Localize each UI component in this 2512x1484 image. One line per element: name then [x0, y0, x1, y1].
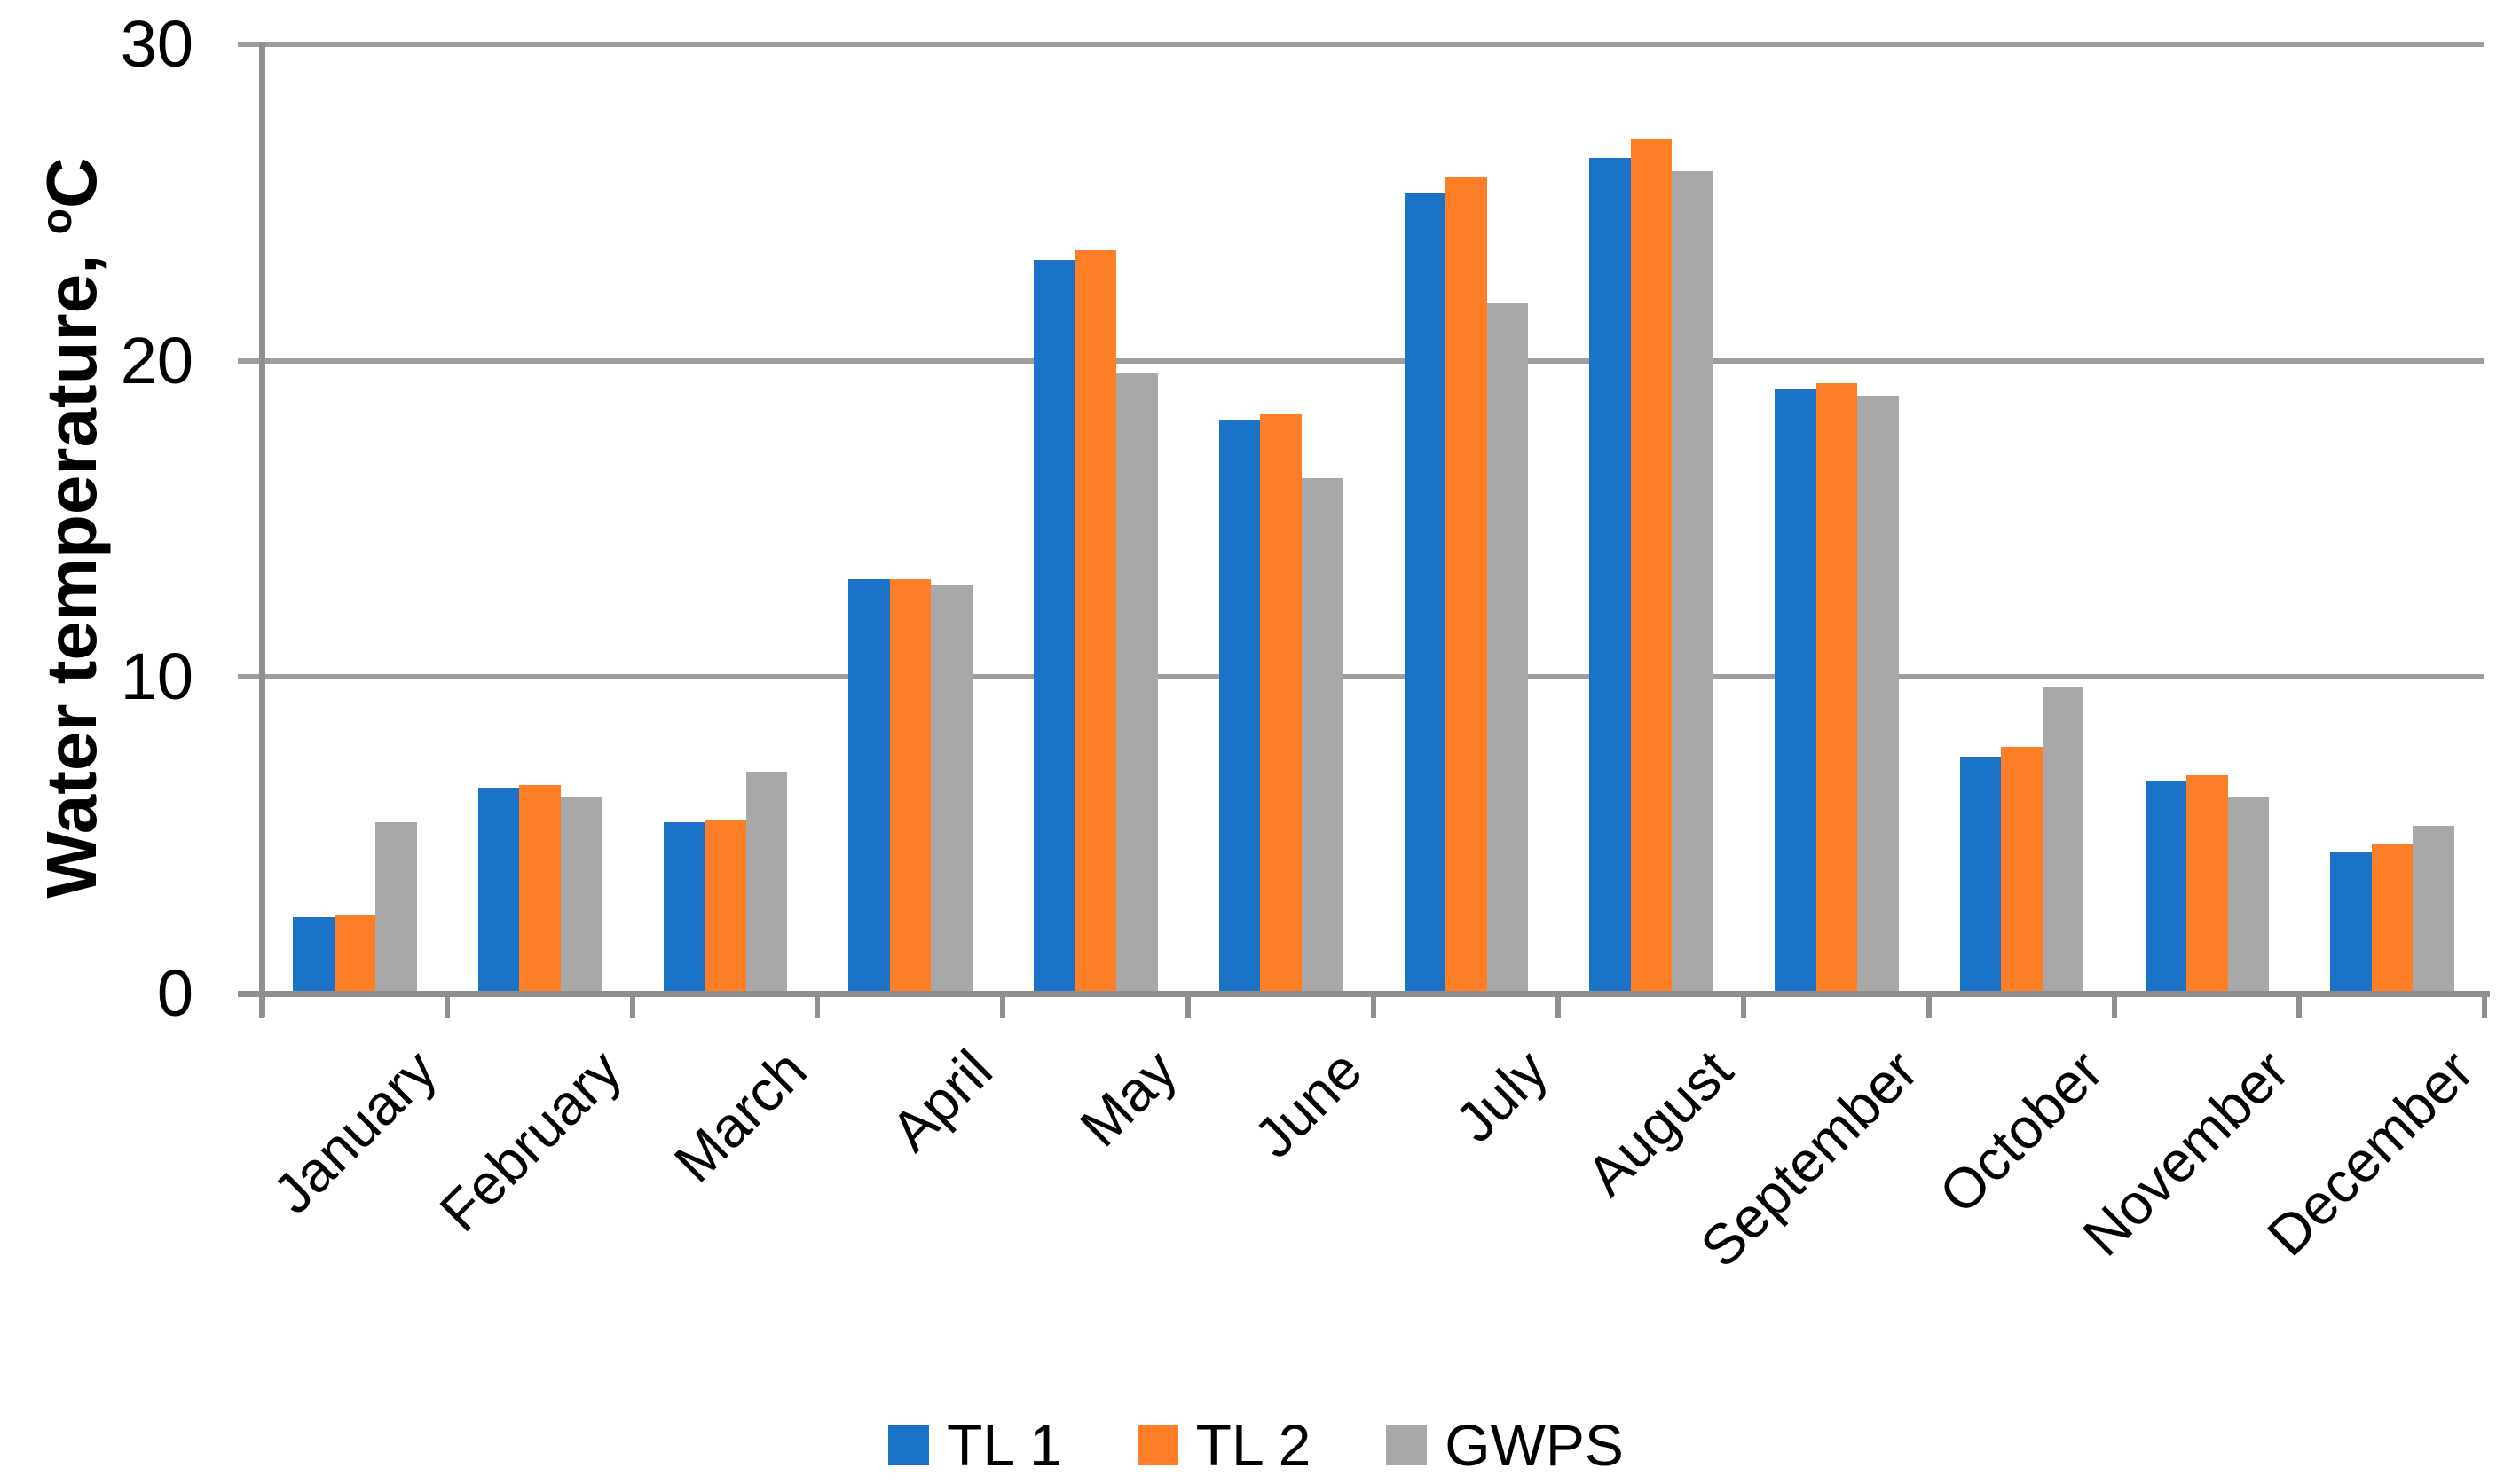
x-axis-tick	[1555, 997, 1562, 1018]
bar-tl2-december	[2371, 844, 2414, 991]
x-axis-tick	[444, 997, 450, 1018]
legend-entry-gwps: GWPS	[1386, 1414, 1624, 1476]
gridline	[238, 42, 2484, 47]
bar-gwps-november	[2227, 797, 2269, 991]
x-axis-label-july: July	[1443, 1037, 1560, 1155]
gridline	[238, 674, 2484, 680]
bar-gwps-august	[1672, 170, 1713, 991]
legend-marker-tl1	[888, 1425, 930, 1465]
x-axis-line	[238, 991, 2490, 997]
bar-tl1-december	[2330, 851, 2372, 991]
legend-marker-tl2	[1137, 1425, 1178, 1465]
bar-gwps-july	[1486, 303, 1528, 991]
x-axis-label-october: October	[1927, 1037, 2115, 1226]
bar-tl1-february	[477, 788, 520, 991]
x-axis-label-june: June	[1241, 1037, 1374, 1170]
bar-tl1-march	[663, 822, 705, 991]
y-axis-title: Water temperature, oC	[20, 53, 111, 1002]
bar-tl1-june	[1218, 420, 1261, 991]
x-axis-tick	[259, 997, 264, 1018]
legend-label: GWPS	[1445, 1412, 1624, 1478]
legend: TL 1 TL 2 GWPS	[0, 1414, 2512, 1476]
bar-gwps-october	[2042, 687, 2084, 991]
x-axis-tick	[1185, 997, 1191, 1018]
bar-tl1-september	[1775, 389, 1816, 991]
bar-tl2-august	[1630, 139, 1673, 991]
bar-tl1-january	[293, 917, 335, 991]
bar-tl2-july	[1445, 177, 1487, 991]
bar-gwps-december	[2413, 825, 2454, 991]
bar-tl2-november	[2186, 774, 2228, 991]
bar-gwps-february	[560, 797, 602, 991]
legend-entry-tl2: TL 2	[1137, 1412, 1311, 1478]
bar-tl2-october	[2001, 746, 2043, 991]
bar-tl2-march	[705, 819, 746, 991]
legend-entry-tl1: TL 1	[888, 1414, 1062, 1476]
x-axis-tick	[2296, 997, 2303, 1018]
y-tick-label: 20	[120, 323, 193, 397]
x-axis-label-february: February	[427, 1037, 634, 1244]
bar-tl2-may	[1075, 249, 1116, 991]
gridline	[238, 357, 2484, 364]
y-axis-title-unit: C	[32, 157, 111, 209]
x-axis-label-april: April	[878, 1037, 1004, 1164]
y-tick-label: 30	[120, 7, 193, 81]
legend-label: TL 1	[947, 1412, 1062, 1478]
y-tick-label: 0	[156, 956, 193, 1030]
x-axis-tick	[1370, 997, 1376, 1018]
bar-tl1-november	[2145, 781, 2186, 991]
bar-gwps-may	[1116, 373, 1158, 991]
x-axis-tick	[1741, 997, 1746, 1018]
y-tick-label: 10	[120, 640, 193, 714]
x-axis-tick	[1925, 997, 1932, 1018]
x-axis-label-august: August	[1574, 1037, 1745, 1208]
bar-gwps-april	[931, 585, 973, 991]
x-axis-label-may: May	[1067, 1037, 1190, 1159]
degree-superscript: o	[34, 208, 81, 235]
bar-gwps-march	[745, 772, 787, 991]
x-axis-label-january: January	[260, 1037, 449, 1226]
y-axis-line	[258, 42, 265, 1017]
x-axis-tick	[815, 997, 821, 1018]
x-axis-tick	[2111, 997, 2117, 1018]
legend-label: TL 2	[1195, 1412, 1311, 1478]
bar-tl1-august	[1589, 158, 1631, 991]
bar-gwps-june	[1301, 477, 1343, 991]
legend-marker-gwps	[1386, 1425, 1428, 1465]
x-axis-label-march: March	[662, 1037, 819, 1195]
x-axis-tick	[2482, 997, 2487, 1018]
bar-tl1-may	[1034, 259, 1075, 991]
bar-tl2-september	[1815, 382, 1857, 991]
bar-tl2-april	[889, 578, 932, 991]
bar-tl2-june	[1260, 414, 1302, 991]
bar-gwps-september	[1857, 395, 1899, 991]
x-axis-tick	[629, 997, 635, 1018]
bar-tl2-february	[519, 784, 561, 991]
bar-tl1-april	[848, 578, 890, 991]
bar-tl2-january	[334, 914, 375, 991]
bar-gwps-january	[375, 822, 417, 991]
bar-tl1-july	[1404, 192, 1445, 991]
bar-tl1-october	[1959, 756, 2002, 991]
x-axis-tick	[1000, 997, 1005, 1018]
